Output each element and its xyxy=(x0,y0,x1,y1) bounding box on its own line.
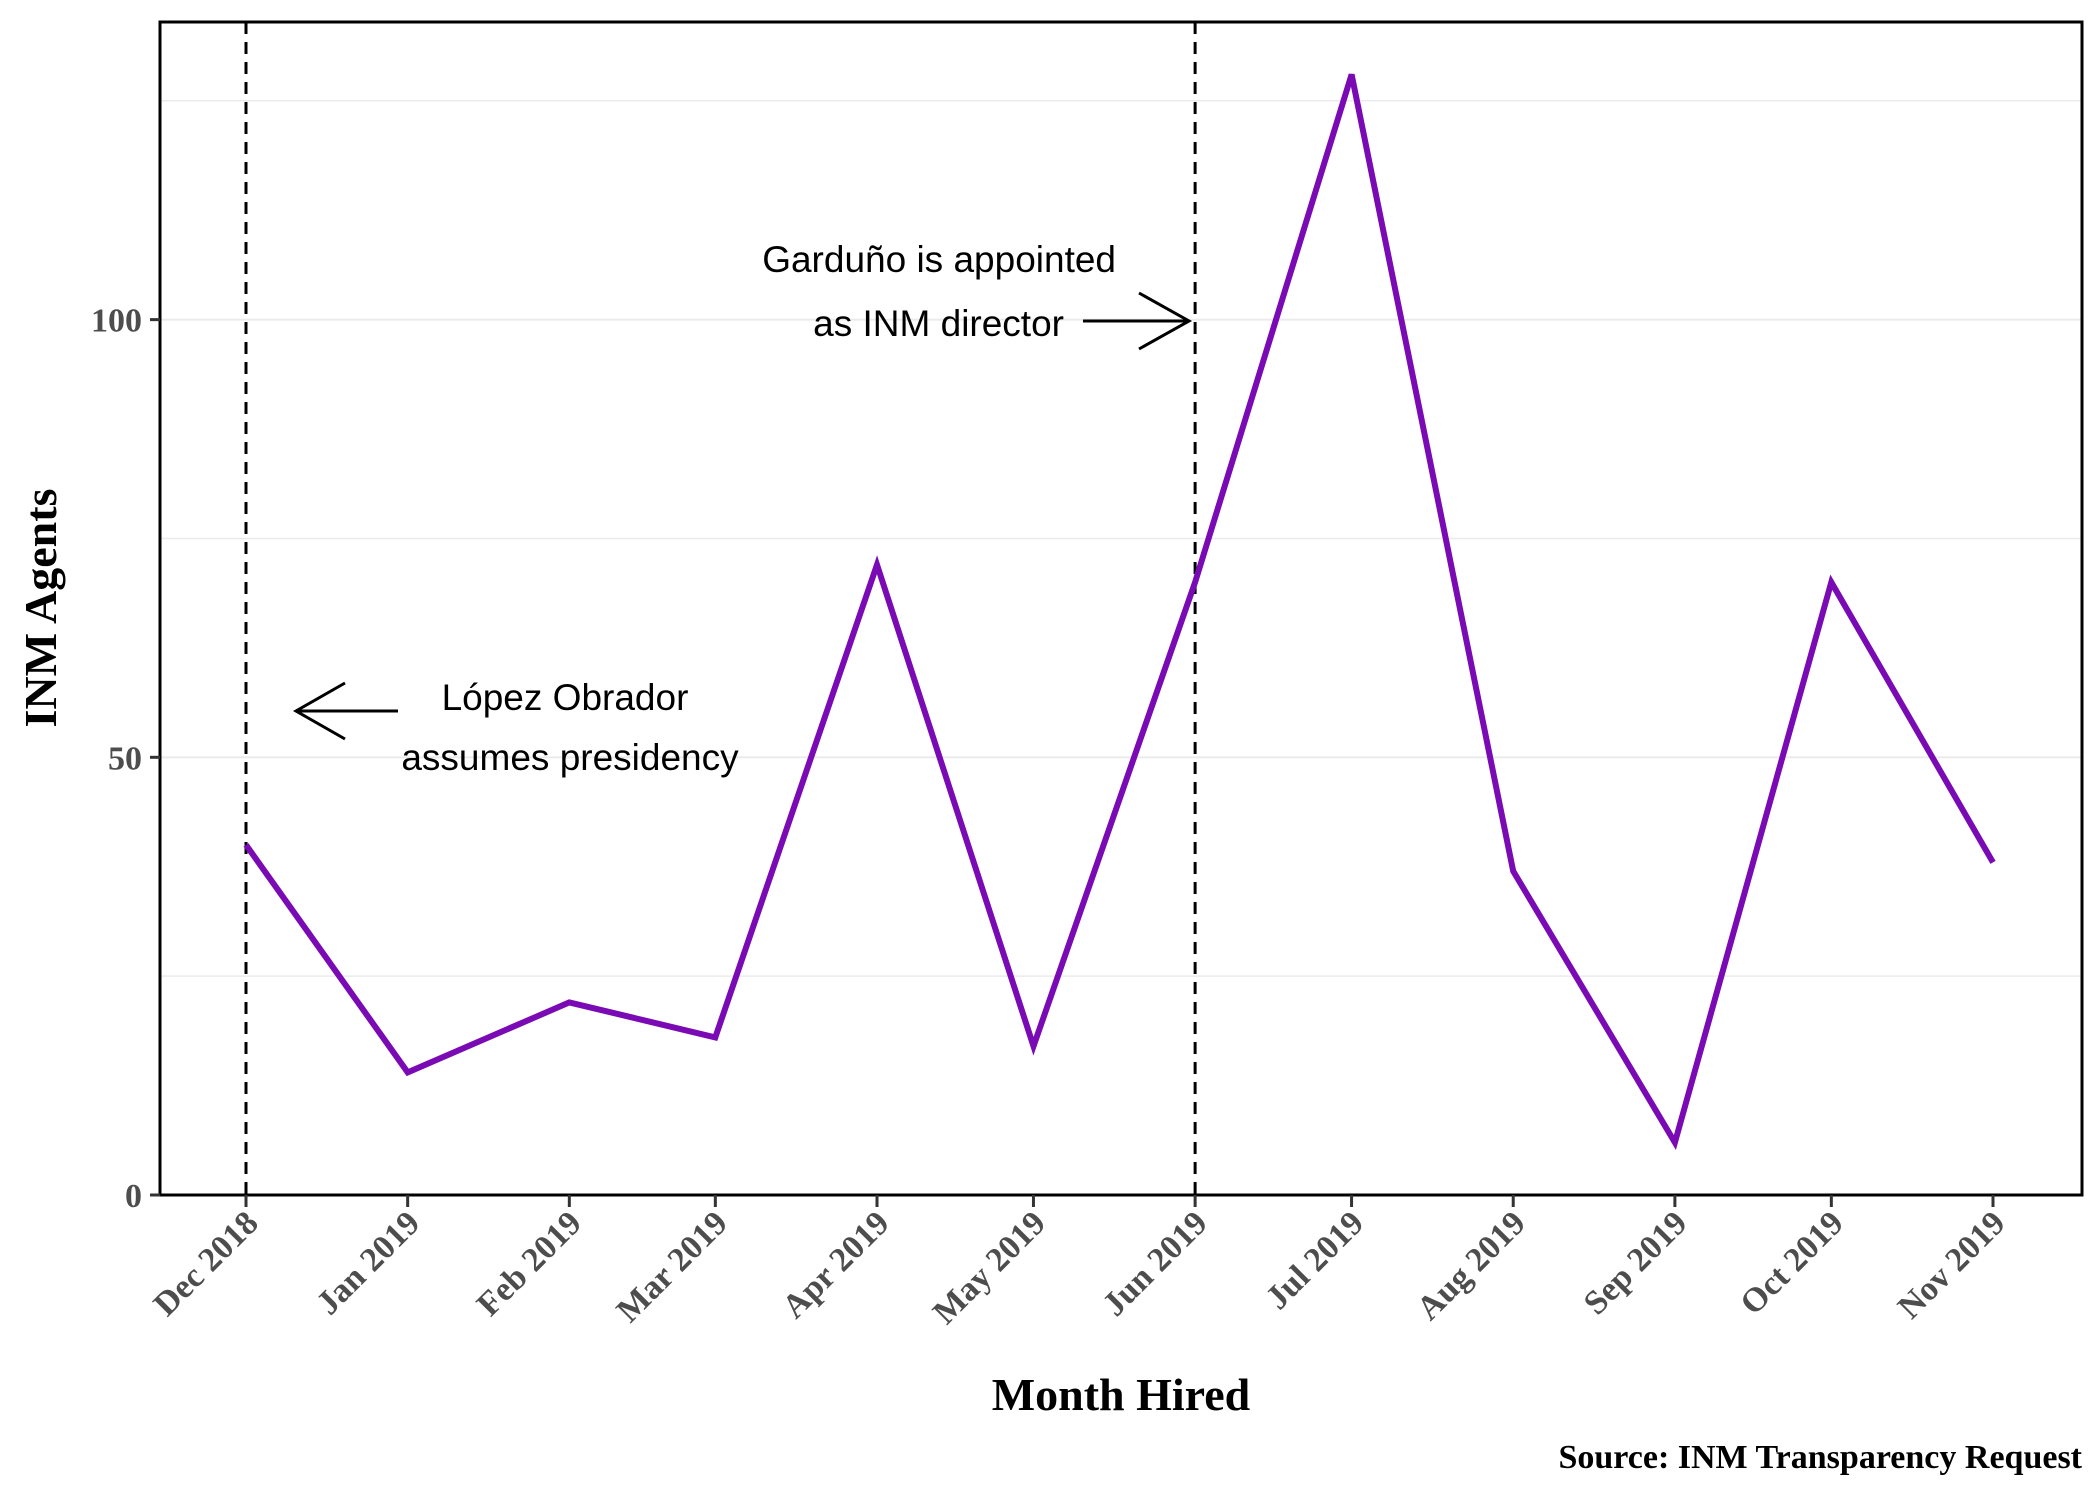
series-line xyxy=(243,73,1996,1151)
y-axis: 0 50 100 xyxy=(91,303,160,1215)
y-axis-title: INM Agents xyxy=(15,489,66,728)
plot-panel-border xyxy=(158,20,2084,1197)
annotation-arrow xyxy=(1083,291,1193,351)
annotations: López Obrador assumes presidency Garduño i… xyxy=(292,239,1193,778)
caption-source: Source: INM Transparency Request xyxy=(1558,1439,2082,1476)
annotation-text: Garduño is appointed as INM director xyxy=(762,239,1116,344)
annotation-arrow xyxy=(292,681,398,741)
y-tick-label: 100 xyxy=(91,303,142,340)
x-axis-title: Month Hired xyxy=(992,1369,1251,1420)
vertical-reference-lines xyxy=(244,22,1197,1195)
y-tick-label: 0 xyxy=(125,1178,142,1215)
series-layer xyxy=(243,73,1996,1151)
y-tick-label: 50 xyxy=(108,740,142,777)
annotation-text: López Obrador assumes presidency xyxy=(401,677,739,778)
